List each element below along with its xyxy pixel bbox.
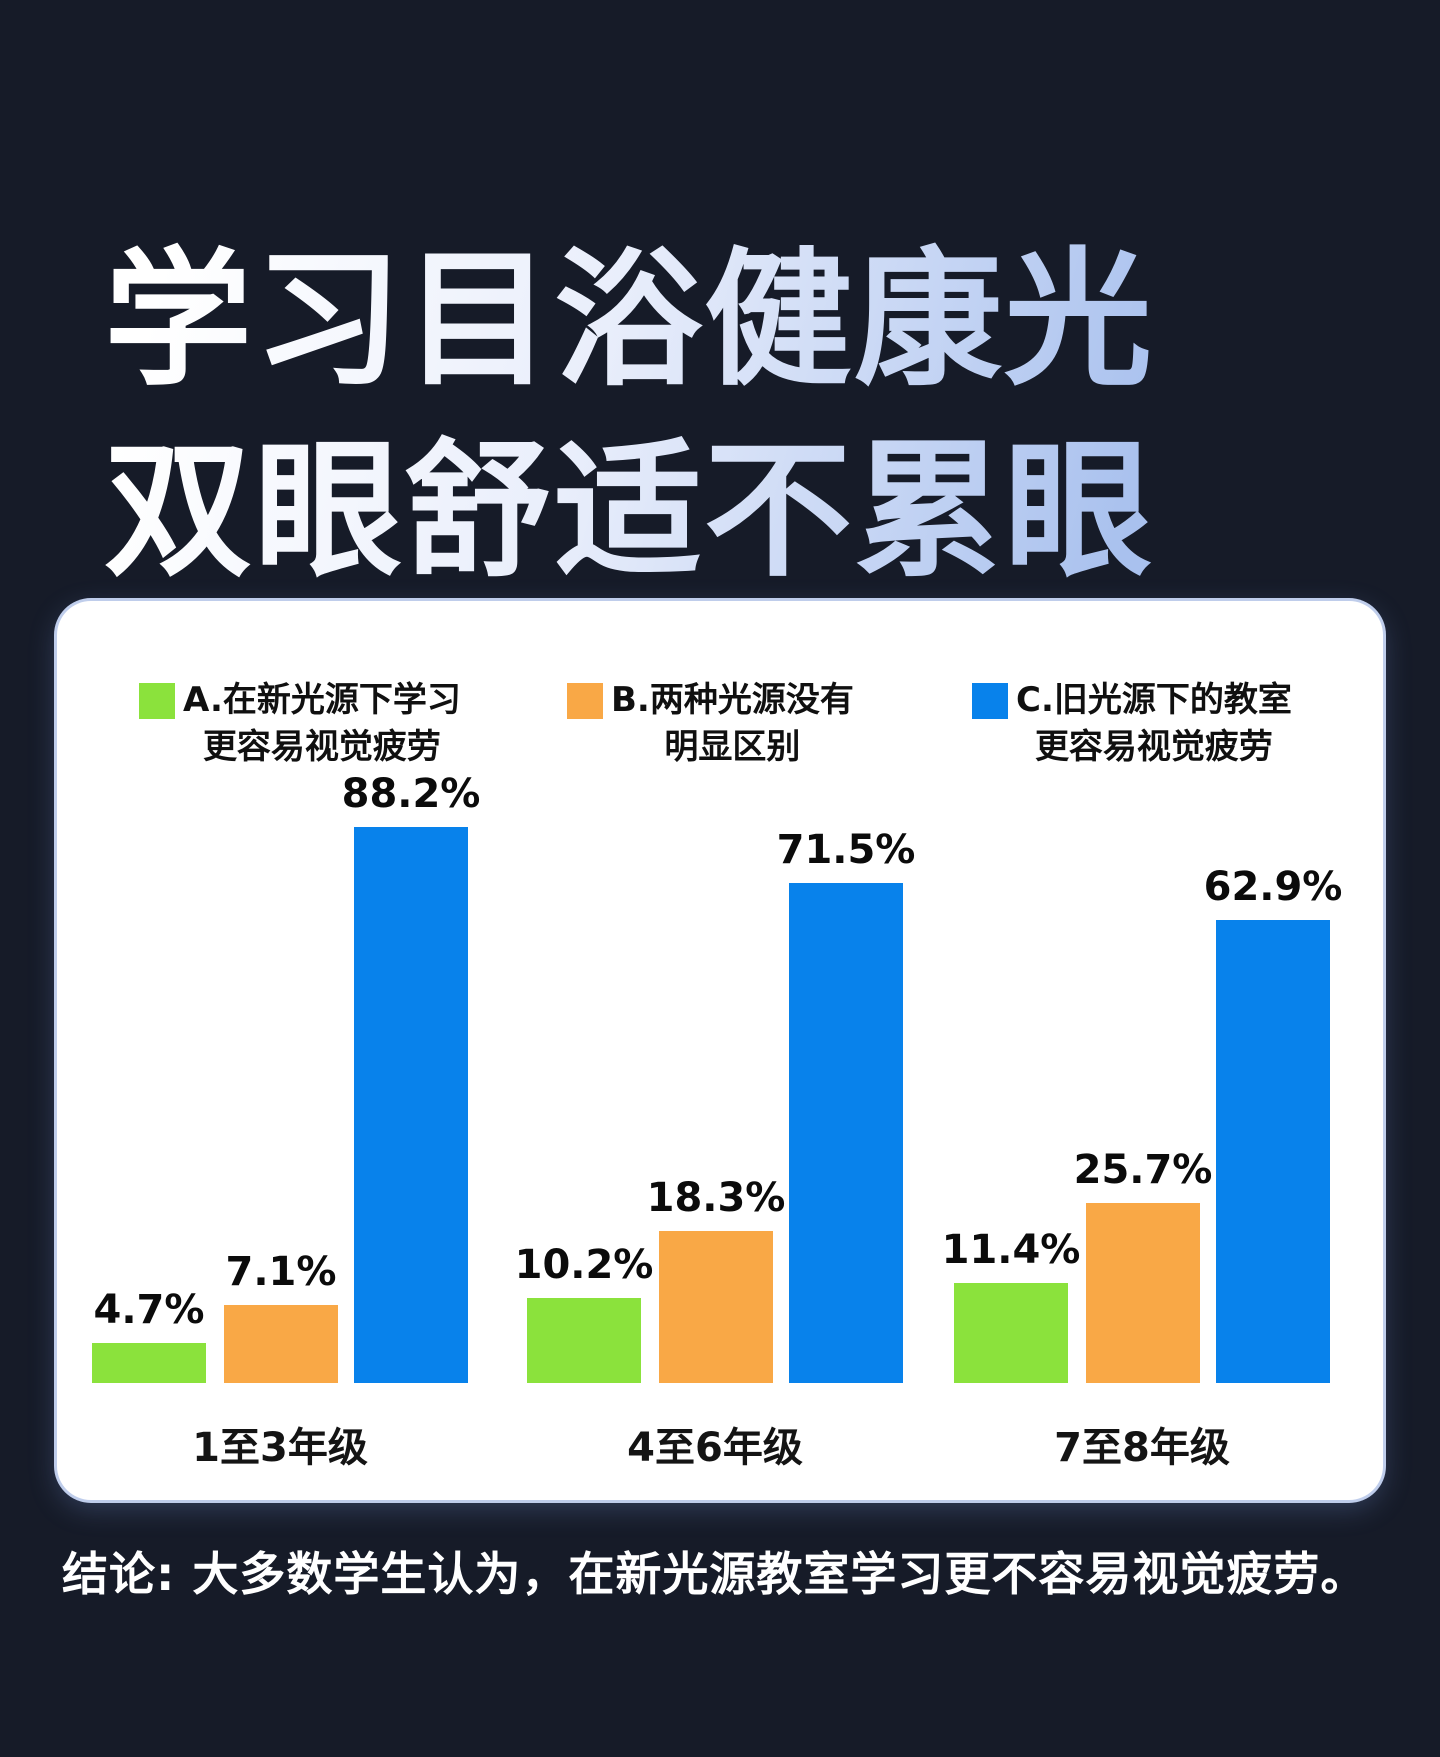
legend-label-b-line2: 明显区别 [664, 726, 801, 767]
bar-value-label-b-group2: 18.3% [646, 1175, 786, 1221]
bar-b-group2 [659, 1231, 773, 1383]
legend-swatch-b [567, 683, 603, 719]
legend-item-b: B.两种光源没有 明显区别 [567, 677, 854, 771]
conclusion-text: 结论: 大多数学生认为，在新光源教室学习更不容易视觉疲劳。 [62, 1547, 1368, 1601]
legend-label-a-line1: A.在新光源下学习 [183, 680, 461, 720]
legend-label-a-line2: 更容易视觉疲劳 [202, 726, 441, 767]
bar-value-label-a-group3: 11.4% [941, 1227, 1081, 1273]
legend-label-c-line2: 更容易视觉疲劳 [1034, 726, 1273, 767]
page-title: 学习目浴健康光 双眼舒适不累眼 [104, 225, 1154, 607]
bar-value-label-a-group1: 4.7% [93, 1287, 205, 1333]
bar-c-group2 [789, 883, 903, 1383]
bar-value-label-c-group2: 71.5% [776, 827, 916, 873]
title-line-2: 双眼舒适不累眼 [104, 425, 1154, 598]
legend-swatch-c [972, 683, 1008, 719]
legend-label-c: C.旧光源下的教室 更容易视觉疲劳 [1016, 677, 1292, 771]
bar-value-label-b-group3: 25.7% [1073, 1147, 1213, 1193]
legend-label-b: B.两种光源没有 明显区别 [611, 677, 854, 771]
bar-b-group3 [1086, 1203, 1200, 1383]
bar-c-group1 [354, 827, 468, 1383]
bar-value-label-c-group1: 88.2% [341, 771, 481, 817]
bar-value-label-a-group2: 10.2% [514, 1242, 654, 1288]
bar-c-group3 [1216, 920, 1330, 1383]
bar-value-label-b-group1: 7.1% [225, 1249, 337, 1295]
bar-a-group1 [92, 1343, 206, 1383]
legend-swatch-a [139, 683, 175, 719]
category-label-grades-7-8: 7至8年级 [1054, 1425, 1230, 1471]
bar-b-group1 [224, 1305, 338, 1383]
bar-value-label-c-group3: 62.9% [1203, 864, 1343, 910]
bar-a-group2 [527, 1298, 641, 1383]
bar-a-group3 [954, 1283, 1068, 1383]
legend-label-b-line1: B.两种光源没有 [611, 680, 854, 720]
legend-item-c: C.旧光源下的教室 更容易视觉疲劳 [972, 677, 1292, 771]
legend-label-c-line1: C.旧光源下的教室 [1016, 680, 1292, 720]
category-label-grades-4-6: 4至6年级 [627, 1425, 803, 1471]
category-label-grades-1-3: 1至3年级 [192, 1425, 368, 1471]
legend-label-a: A.在新光源下学习 更容易视觉疲劳 [183, 677, 461, 771]
title-line-1: 学习目浴健康光 [104, 234, 1154, 407]
bar-chart: 4.7% 10.2% 11.4% 7.1% 18.3% 25.7% 88.2% 71.5% 62… [57, 601, 1383, 1500]
legend-item-a: A.在新光源下学习 更容易视觉疲劳 [139, 677, 461, 771]
chart-card: A.在新光源下学习 更容易视觉疲劳 B.两种光源没有 明显区别 C.旧光源下的教… [57, 601, 1383, 1500]
